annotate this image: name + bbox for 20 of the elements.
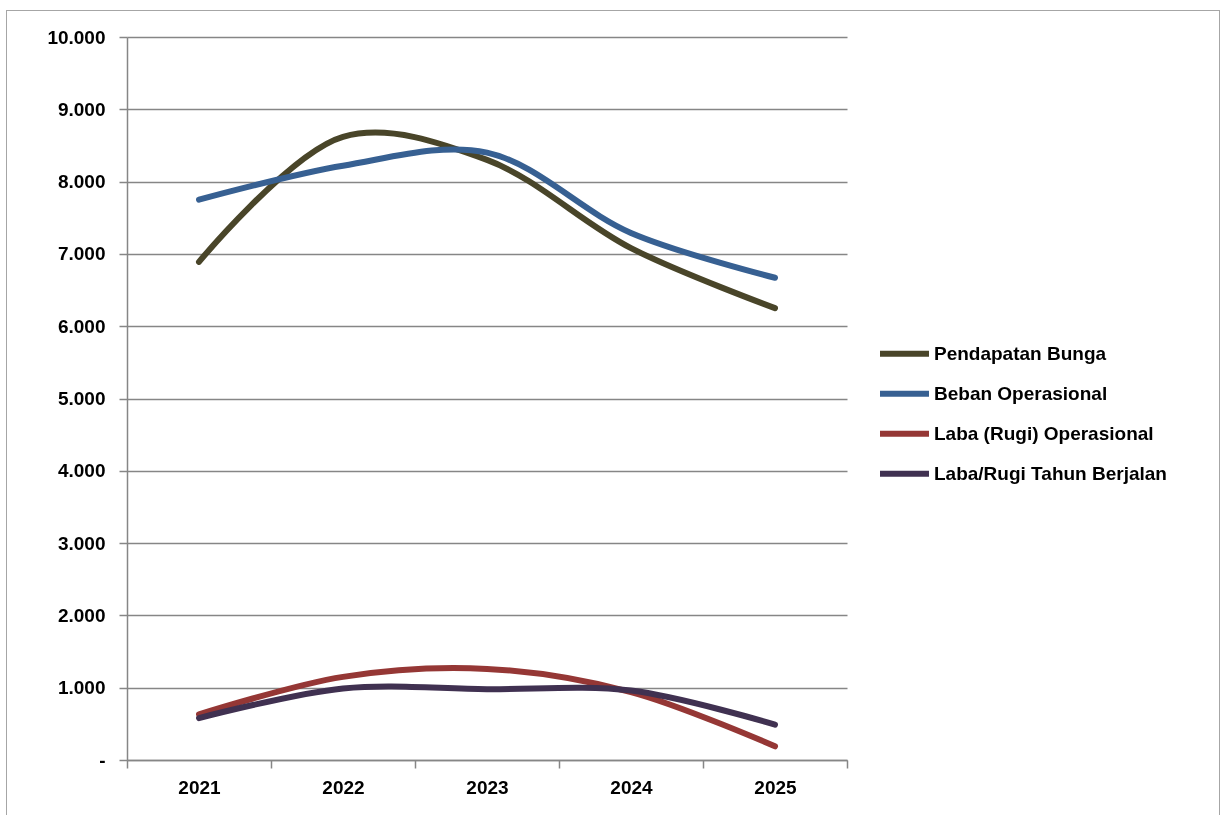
x-tick-label: 2023 — [466, 776, 509, 798]
y-tick-label: 3.000 — [57, 532, 106, 554]
legend-label: Beban Operasional — [934, 382, 1108, 404]
y-tick-label: 8.000 — [57, 171, 106, 193]
y-tick-label: 7.000 — [57, 243, 106, 265]
legend-label: Laba/Rugi Tahun Berjalan — [934, 462, 1167, 484]
y-tick-label: - — [99, 749, 106, 771]
y-tick-label: 2.000 — [57, 604, 106, 626]
legend-label: Pendapatan Bunga — [934, 342, 1107, 364]
y-tick-label: 1.000 — [57, 677, 106, 699]
y-tick-label: 5.000 — [57, 388, 106, 409]
y-tick-label: 10.000 — [47, 26, 106, 48]
y-tick-label: 6.000 — [57, 315, 106, 337]
y-tick-label: 4.000 — [57, 460, 106, 482]
x-tick-label: 2025 — [754, 776, 798, 798]
y-tick-label: 9.000 — [57, 98, 106, 120]
x-tick-label: 2024 — [610, 776, 654, 798]
x-tick-label: 2022 — [322, 776, 365, 798]
legend-label: Laba (Rugi) Operasional — [934, 422, 1154, 444]
x-tick-label: 2021 — [178, 776, 222, 798]
